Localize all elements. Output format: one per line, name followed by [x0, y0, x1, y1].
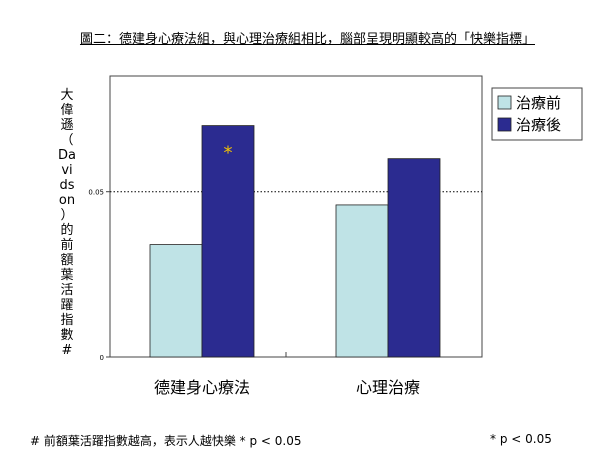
y-axis-label: 大偉遜（Davidson）的前額葉活躍指數# [58, 88, 76, 358]
plot-frame [109, 75, 483, 358]
bar-1-1 [149, 244, 203, 358]
footnote-significance: * p < 0.05 [490, 432, 552, 446]
chart-title: 圖二：德建身心療法組，與心理治療組相比，腦部呈現明顯較高的「快樂指標」 [79, 32, 535, 47]
category-label: 心理治療 [356, 378, 420, 397]
footnote: # 前額葉活躍指數越高，表示人越快樂 * p < 0.05 [30, 434, 302, 448]
bar-2-2 [387, 158, 441, 358]
bar-1-2 [201, 125, 255, 358]
significance-asterisk: * [224, 143, 233, 164]
legend-swatch [497, 117, 512, 132]
legend-swatch [497, 95, 512, 110]
bar-2-1 [335, 204, 389, 358]
category-label: 德建身心療法 [154, 378, 250, 397]
legend-label: 治療後 [516, 116, 561, 134]
legend-label: 治療前 [516, 94, 561, 112]
y-tick-label: 0.05 [88, 189, 104, 197]
y-tick-label: 0 [100, 354, 104, 362]
